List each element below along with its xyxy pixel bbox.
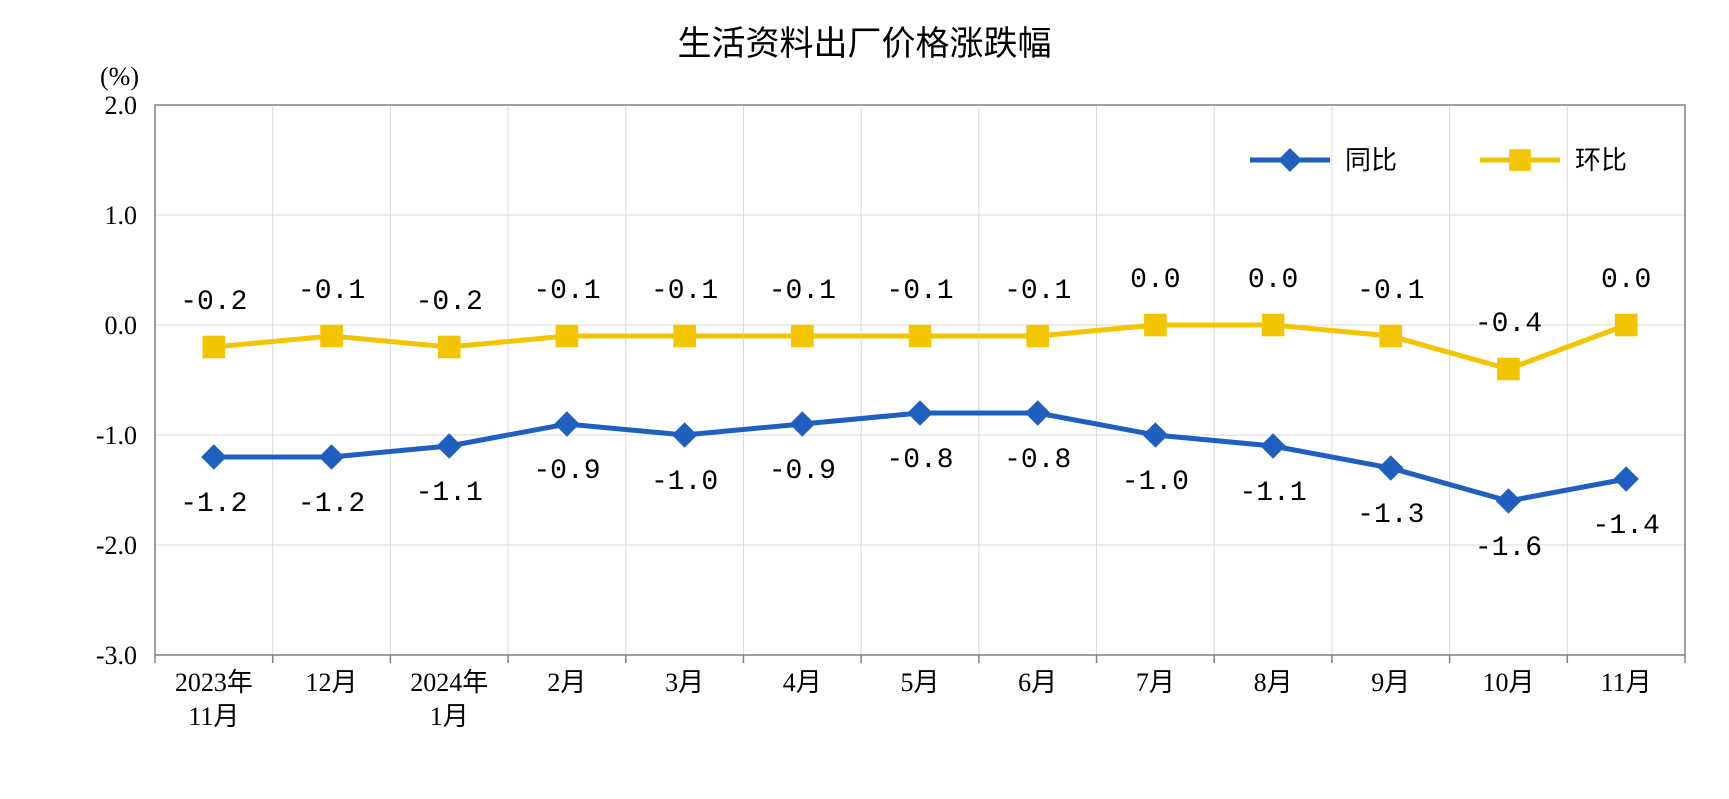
data-label: -0.8 (1004, 445, 1071, 476)
legend-label: 同比 (1345, 146, 1397, 175)
x-tick-label: 2024年 (410, 668, 488, 697)
legend-marker-square (1509, 149, 1531, 171)
data-label: -1.0 (1122, 467, 1189, 498)
marker-square (1498, 358, 1520, 380)
legend-label: 环比 (1575, 146, 1627, 175)
y-tick-label: 2.0 (105, 91, 138, 120)
marker-square (203, 336, 225, 358)
data-label: -1.1 (1239, 478, 1306, 509)
x-tick-label: 4月 (783, 668, 822, 697)
data-label: -0.1 (298, 276, 365, 307)
data-label: 0.0 (1601, 265, 1651, 296)
x-tick-label: 2月 (547, 668, 586, 697)
x-tick-label: 3月 (665, 668, 704, 697)
marker-square (674, 325, 696, 347)
marker-square (1380, 325, 1402, 347)
x-tick-label: 6月 (1018, 668, 1057, 697)
marker-square (556, 325, 578, 347)
data-label: -0.1 (769, 276, 836, 307)
marker-square (1615, 314, 1637, 336)
y-tick-label: -1.0 (96, 421, 137, 450)
line-chart: 生活资料出厂价格涨跌幅 (%)2.0 1.0 0.0 -1.0 -2.0 -3.0 2023年… (0, 0, 1729, 799)
data-label: 0.0 (1248, 265, 1298, 296)
y-tick-label: 1.0 (105, 201, 138, 230)
data-label: -0.1 (651, 276, 718, 307)
data-label: -1.3 (1357, 500, 1424, 531)
x-tick-label: 11月 (1601, 668, 1652, 697)
marker-square (438, 336, 460, 358)
y-tick-label: -2.0 (96, 531, 137, 560)
data-label: -0.2 (180, 287, 247, 318)
data-label: -0.9 (769, 456, 836, 487)
chart-container: 生活资料出厂价格涨跌幅 (%)2.0 1.0 0.0 -1.0 -2.0 -3.0 2023年… (0, 0, 1729, 799)
marker-square (321, 325, 343, 347)
data-label: -0.1 (533, 276, 600, 307)
data-label: 0.0 (1130, 265, 1180, 296)
x-tick-label: 7月 (1136, 668, 1175, 697)
y-tick-label: -3.0 (96, 641, 137, 670)
data-label: -1.2 (180, 489, 247, 520)
y-tick-label: 0.0 (105, 311, 138, 340)
x-tick-label: 10月 (1482, 668, 1534, 697)
x-tick-label: 8月 (1254, 668, 1293, 697)
data-label: -1.1 (416, 478, 483, 509)
marker-square (909, 325, 931, 347)
data-label: -0.1 (1004, 276, 1071, 307)
data-label: -0.8 (886, 445, 953, 476)
data-label: -0.2 (416, 287, 483, 318)
x-tick-label: 1月 (430, 702, 469, 731)
marker-square (1027, 325, 1049, 347)
x-tick-label: 5月 (900, 668, 939, 697)
data-label: -0.4 (1475, 309, 1542, 340)
marker-square (1145, 314, 1167, 336)
x-tick-label: 11月 (188, 702, 239, 731)
x-tick-label: 9月 (1371, 668, 1410, 697)
marker-square (792, 325, 814, 347)
data-label: -1.0 (651, 467, 718, 498)
x-tick-label: 2023年 (175, 668, 253, 697)
data-label: -0.1 (1357, 276, 1424, 307)
data-label: -1.6 (1475, 533, 1542, 564)
marker-square (1262, 314, 1284, 336)
data-label: -1.4 (1593, 511, 1660, 542)
chart-title: 生活资料出厂价格涨跌幅 (678, 25, 1052, 63)
data-label: -1.2 (298, 489, 365, 520)
y-axis-unit: (%) (100, 62, 139, 91)
x-tick-label: 12月 (306, 668, 358, 697)
data-label: -0.1 (886, 276, 953, 307)
data-label: -0.9 (533, 456, 600, 487)
